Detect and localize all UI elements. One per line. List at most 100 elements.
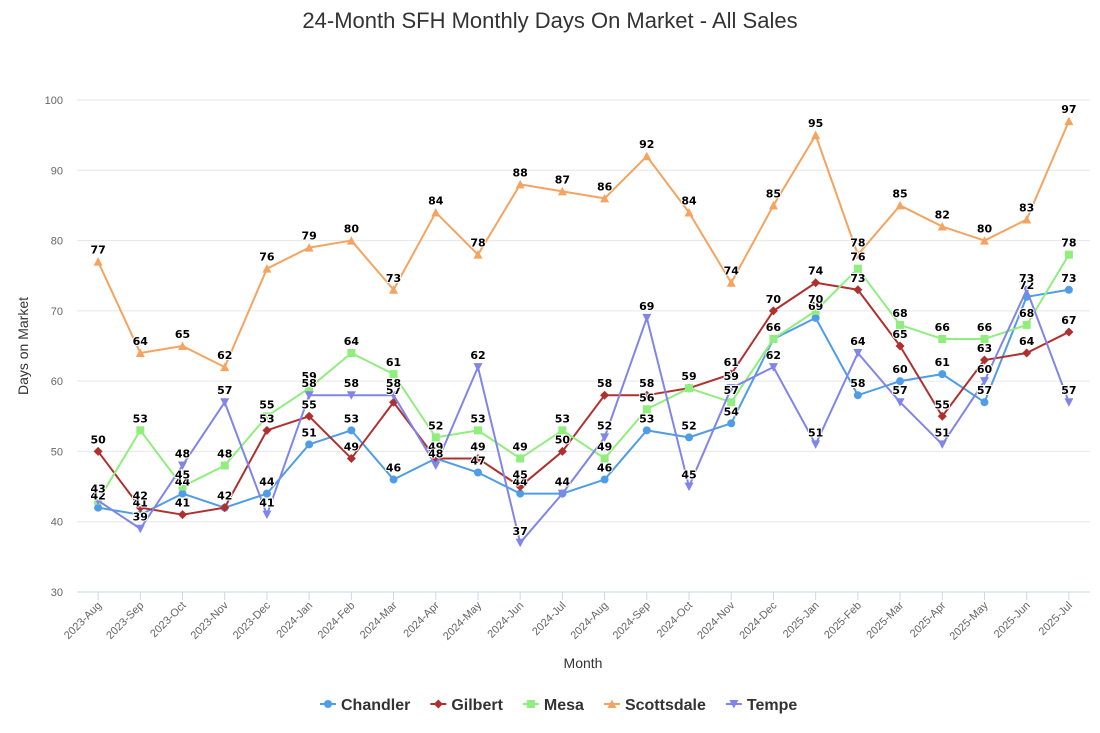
data-point-mesa[interactable] <box>178 482 187 491</box>
data-point-scottsdale[interactable] <box>937 222 947 231</box>
data-point-tempe[interactable] <box>642 313 652 323</box>
data-point-chandler[interactable] <box>811 313 820 322</box>
legend-item-scottsdale[interactable]: Scottsdale <box>603 697 706 714</box>
data-point-tempe[interactable] <box>93 496 103 506</box>
data-point-scottsdale[interactable] <box>1064 116 1074 126</box>
data-point-mesa[interactable] <box>938 334 947 343</box>
data-point-gilbert[interactable] <box>557 446 567 456</box>
data-point-scottsdale[interactable] <box>431 207 441 217</box>
data-point-chandler[interactable] <box>305 440 314 449</box>
legend[interactable]: Chandler Gilbert Mesa Scottsdale Tempe <box>320 697 797 714</box>
data-point-mesa[interactable] <box>1064 250 1073 259</box>
legend-item-mesa[interactable]: Mesa <box>522 697 584 714</box>
data-point-mesa[interactable] <box>262 412 271 421</box>
data-point-tempe[interactable] <box>473 363 483 372</box>
data-point-chandler[interactable] <box>896 377 905 386</box>
data-point-gilbert[interactable] <box>220 503 230 513</box>
data-point-scottsdale[interactable] <box>515 179 525 189</box>
data-point-tempe[interactable] <box>937 440 947 449</box>
data-point-chandler[interactable] <box>685 433 694 442</box>
data-point-scottsdale[interactable] <box>600 193 610 203</box>
data-point-chandler[interactable] <box>1064 285 1073 294</box>
data-point-tempe[interactable] <box>262 510 272 520</box>
data-point-mesa[interactable] <box>431 433 440 442</box>
data-point-gilbert[interactable] <box>346 453 356 463</box>
data-point-scottsdale[interactable] <box>642 151 652 161</box>
data-point-gilbert[interactable] <box>726 369 736 379</box>
data-point-mesa[interactable] <box>347 349 356 358</box>
data-point-mesa[interactable] <box>558 426 567 435</box>
data-point-gilbert[interactable] <box>473 453 483 463</box>
data-point-tempe[interactable] <box>557 489 567 499</box>
legend-symbol-mesa[interactable] <box>526 700 535 708</box>
series-line-mesa[interactable] <box>97 254 1070 502</box>
legend-symbol-scottsdale[interactable] <box>607 699 617 709</box>
data-point-scottsdale[interactable] <box>473 250 483 259</box>
data-point-gilbert[interactable] <box>1022 348 1032 358</box>
data-point-tempe[interactable] <box>600 433 610 442</box>
data-point-scottsdale[interactable] <box>1022 214 1032 224</box>
data-point-gilbert[interactable] <box>853 285 863 295</box>
data-point-tempe[interactable] <box>726 384 736 393</box>
data-point-chandler[interactable] <box>600 475 609 484</box>
data-point-chandler[interactable] <box>727 419 736 428</box>
data-point-mesa[interactable] <box>473 426 482 435</box>
data-point-mesa[interactable] <box>727 398 736 407</box>
data-point-chandler[interactable] <box>389 475 398 484</box>
data-point-mesa[interactable] <box>853 264 862 273</box>
data-point-gilbert[interactable] <box>135 503 145 513</box>
series-line-scottsdale[interactable] <box>97 120 1070 369</box>
data-point-gilbert[interactable] <box>811 278 821 288</box>
data-point-gilbert[interactable] <box>515 482 525 492</box>
data-point-tempe[interactable] <box>389 391 399 400</box>
data-point-tempe[interactable] <box>135 524 145 534</box>
data-point-tempe[interactable] <box>346 391 356 400</box>
data-point-tempe[interactable] <box>1022 285 1032 295</box>
data-point-gilbert[interactable] <box>895 341 905 351</box>
data-point-scottsdale[interactable] <box>220 362 230 372</box>
data-point-chandler[interactable] <box>136 510 145 519</box>
data-point-tempe[interactable] <box>684 482 694 492</box>
data-point-gilbert[interactable] <box>304 411 314 421</box>
data-point-chandler[interactable] <box>980 398 989 407</box>
data-point-scottsdale[interactable] <box>262 264 272 273</box>
data-point-tempe[interactable] <box>895 398 905 407</box>
data-point-mesa[interactable] <box>600 454 609 463</box>
data-point-scottsdale[interactable] <box>726 278 736 287</box>
data-point-gilbert[interactable] <box>979 355 989 365</box>
data-point-mesa[interactable] <box>811 306 820 315</box>
data-point-gilbert[interactable] <box>93 446 103 456</box>
data-point-chandler[interactable] <box>94 503 103 512</box>
data-point-chandler[interactable] <box>938 370 947 379</box>
data-point-mesa[interactable] <box>220 461 229 470</box>
data-point-tempe[interactable] <box>853 349 863 358</box>
legend-item-tempe[interactable]: Tempe <box>725 697 797 714</box>
data-point-gilbert[interactable] <box>642 390 652 400</box>
data-point-scottsdale[interactable] <box>93 257 103 266</box>
data-point-scottsdale[interactable] <box>178 341 188 351</box>
legend-symbol-chandler[interactable] <box>324 700 332 708</box>
data-point-mesa[interactable] <box>1022 320 1031 329</box>
data-point-chandler[interactable] <box>516 489 525 498</box>
legend-item-gilbert[interactable]: Gilbert <box>430 697 504 714</box>
data-point-chandler[interactable] <box>642 426 651 435</box>
data-point-mesa[interactable] <box>389 370 398 379</box>
legend-symbol-gilbert[interactable] <box>433 699 443 709</box>
data-point-tempe[interactable] <box>304 391 314 400</box>
data-point-mesa[interactable] <box>136 426 145 435</box>
series-line-tempe[interactable] <box>97 288 1070 544</box>
data-point-tempe[interactable] <box>431 461 441 470</box>
data-point-gilbert[interactable] <box>178 510 188 520</box>
data-point-tempe[interactable] <box>1064 398 1074 407</box>
data-point-chandler[interactable] <box>853 391 862 400</box>
data-point-scottsdale[interactable] <box>979 236 989 245</box>
data-point-tempe[interactable] <box>220 398 230 407</box>
data-point-tempe[interactable] <box>979 377 989 386</box>
data-point-mesa[interactable] <box>685 384 694 393</box>
data-point-mesa[interactable] <box>980 334 989 343</box>
data-point-mesa[interactable] <box>896 320 905 329</box>
data-point-chandler[interactable] <box>178 489 187 498</box>
data-point-scottsdale[interactable] <box>304 243 314 252</box>
data-point-mesa[interactable] <box>769 334 778 343</box>
data-point-mesa[interactable] <box>642 405 651 414</box>
